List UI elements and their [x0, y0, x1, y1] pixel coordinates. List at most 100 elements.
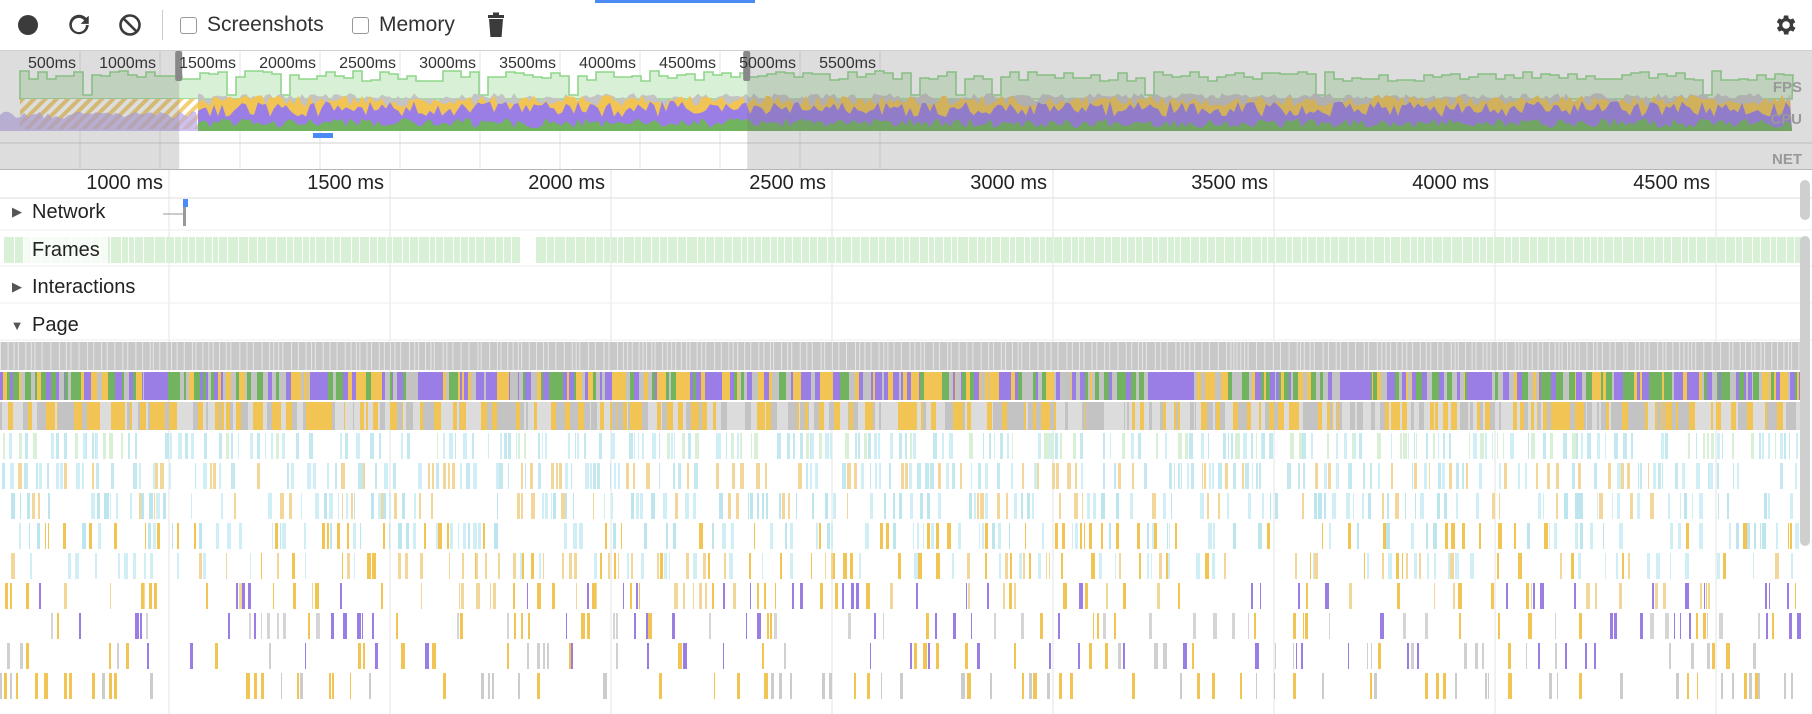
flame-event	[109, 433, 113, 459]
flame-event	[250, 433, 253, 459]
flame-event	[1574, 583, 1576, 609]
flame-chart-canvas[interactable]	[0, 170, 1812, 714]
flame-event	[1675, 463, 1678, 489]
flame-event	[229, 523, 231, 549]
frame-block	[755, 237, 761, 263]
memory-checkbox-box[interactable]	[352, 16, 369, 34]
frame-block	[1128, 237, 1135, 263]
flame-event	[1551, 402, 1554, 430]
flame-event	[212, 402, 215, 430]
flame-chart[interactable]: 1000 ms 1500 ms 2000 ms 2500 ms 3000 ms 3500 …	[0, 170, 1812, 714]
collect-garbage-button[interactable]	[479, 9, 513, 41]
task-gap	[268, 342, 270, 370]
screenshots-checkbox[interactable]: Screenshots	[180, 12, 324, 38]
flame-event	[928, 643, 930, 669]
task-gap	[1457, 342, 1459, 370]
flame-event	[537, 673, 540, 699]
flame-event	[26, 643, 29, 669]
flame-event	[337, 523, 340, 549]
flame-event	[177, 523, 179, 549]
flame-event	[1556, 463, 1559, 489]
flame-event	[917, 523, 919, 549]
timeline-overview[interactable]: 500ms 1000ms 1500ms 2000ms 2500ms 3000ms 3500m…	[0, 51, 1812, 170]
flame-event	[1482, 402, 1483, 430]
flame-event	[590, 463, 592, 489]
expand-triangle-icon[interactable]: ▶	[12, 279, 22, 294]
frame-block	[228, 237, 238, 263]
flame-event	[141, 493, 144, 519]
flame-event	[1509, 402, 1513, 430]
flame-event	[178, 433, 182, 459]
flame-event	[734, 372, 737, 400]
screenshots-checkbox-box[interactable]	[180, 16, 197, 34]
flame-event	[361, 463, 363, 489]
reload-icon	[69, 14, 89, 35]
flame-event	[1703, 402, 1709, 430]
reload-button[interactable]	[62, 9, 96, 41]
flame-event	[57, 613, 59, 639]
interactions-track-header[interactable]: ▶ Interactions	[0, 269, 135, 305]
flame-event	[1702, 372, 1704, 400]
flame-event	[1790, 523, 1792, 549]
task-gap	[1760, 342, 1762, 370]
flame-event	[762, 553, 763, 579]
flame-event	[1176, 402, 1178, 430]
flame-event	[982, 402, 987, 430]
flame-event	[1095, 372, 1099, 400]
frame-block	[1063, 237, 1071, 263]
flame-event	[574, 553, 577, 579]
flame-event	[1284, 402, 1289, 430]
collapse-triangle-icon[interactable]: ▼	[10, 317, 24, 333]
flame-event	[1256, 673, 1257, 699]
record-button[interactable]	[11, 9, 45, 41]
flame-event	[263, 372, 268, 400]
flame-event	[10, 583, 12, 609]
task-gap	[1233, 342, 1235, 370]
flame-event	[1751, 433, 1754, 459]
flame-event	[1608, 402, 1609, 430]
page-track-header[interactable]: ▼ Page	[0, 307, 79, 343]
flame-event	[1301, 643, 1303, 669]
flame-event	[1443, 433, 1445, 459]
flame-event	[853, 402, 858, 430]
flame-event	[822, 673, 825, 699]
flame-event	[449, 433, 453, 459]
flame-event	[191, 433, 194, 459]
flame-event	[771, 673, 774, 699]
frame-block	[618, 237, 623, 263]
flame-event	[304, 372, 307, 400]
flame-event	[342, 372, 343, 400]
flame-event	[358, 463, 361, 489]
flame-event	[875, 372, 877, 400]
flame-event	[76, 372, 81, 400]
overview-chart[interactable]	[0, 51, 1812, 169]
settings-button[interactable]	[1768, 9, 1802, 41]
memory-checkbox[interactable]: Memory	[352, 12, 455, 38]
network-track-header[interactable]: ▶ Network	[0, 194, 105, 230]
flame-event	[1078, 643, 1080, 669]
frame-block	[1433, 237, 1442, 263]
flame-event	[524, 402, 526, 430]
flame-event	[443, 463, 446, 489]
flame-event	[815, 463, 818, 489]
frame-block	[1697, 237, 1706, 263]
flame-event	[1597, 493, 1598, 519]
flame-event	[614, 553, 616, 579]
flame-event	[153, 463, 155, 489]
clear-button[interactable]	[113, 9, 147, 41]
flame-event	[19, 433, 22, 459]
frames-track-header[interactable]: Frames	[24, 237, 108, 263]
flame-event	[258, 402, 262, 430]
flame-event	[177, 402, 180, 430]
flame-event	[26, 583, 29, 609]
frame-block	[1743, 237, 1752, 263]
network-track-label: Network	[32, 200, 106, 223]
flame-event	[118, 553, 120, 579]
flame-event	[747, 372, 752, 400]
flame-event	[1201, 372, 1203, 400]
flame-event	[1414, 402, 1419, 430]
flame-event	[242, 583, 245, 609]
expand-triangle-icon[interactable]: ▶	[12, 204, 22, 219]
flame-event	[847, 493, 848, 519]
flame-event	[1653, 402, 1655, 430]
